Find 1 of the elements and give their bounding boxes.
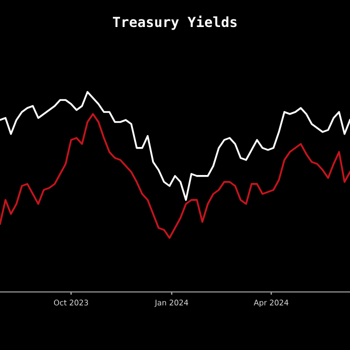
chart-title: Treasury Yields [112,16,237,30]
